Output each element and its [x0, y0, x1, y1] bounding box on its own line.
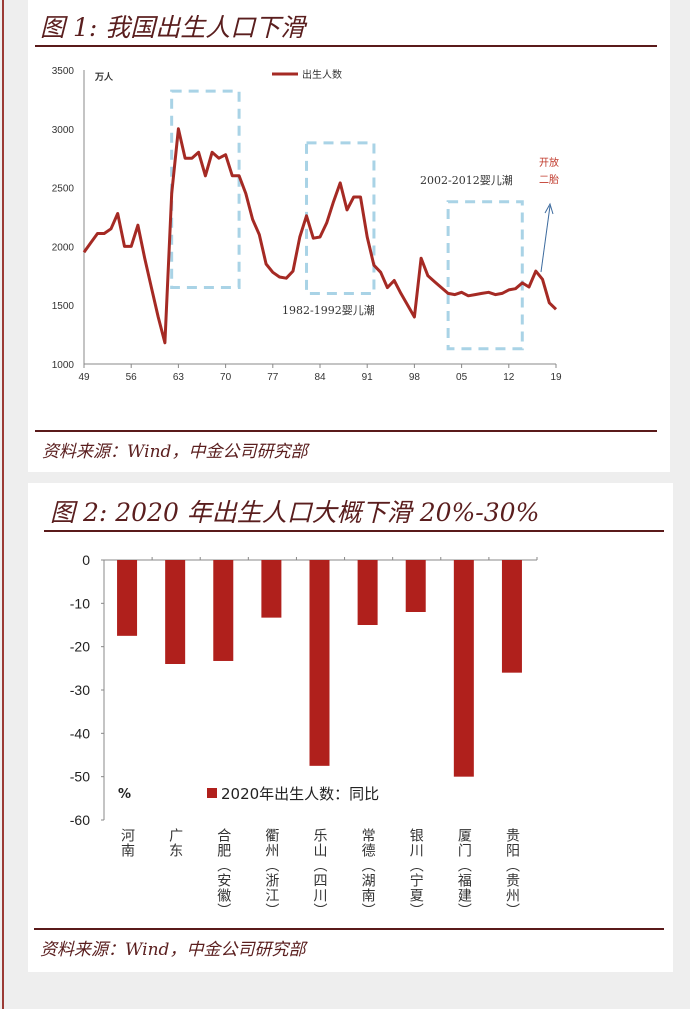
x-tick-label: 63	[173, 372, 185, 383]
bar-5	[309, 560, 330, 766]
baby-boom-box-1	[170, 89, 241, 290]
figure-1-source: 资料来源：Wind，中金公司研究部	[42, 442, 308, 462]
x-tick-label: 98	[409, 372, 421, 383]
bar-y-tick-label: -30	[70, 682, 90, 698]
category-label: 衢州（浙江）	[263, 828, 280, 918]
legend-label: 出生人数	[302, 68, 342, 81]
x-tick-label: 49	[78, 372, 90, 383]
annotation-two-child-2: 二胎	[539, 173, 559, 186]
category-label: 河南	[119, 828, 136, 858]
bar-y-tick-label: -60	[70, 812, 90, 828]
category-label: 银川（宁夏）	[407, 828, 424, 918]
figure-1-title-rule	[35, 45, 657, 47]
unit-percent-label: %	[118, 787, 131, 802]
bar-1	[117, 560, 138, 636]
bar-y-tick-label: -10	[70, 595, 90, 611]
bar-y-tick-label: 0	[82, 552, 90, 568]
category-label: 厦门（福建）	[455, 828, 472, 918]
y-tick-label: 1000	[52, 360, 75, 371]
bar-y-tick-label: -50	[70, 769, 90, 785]
annotation-boom-1982: 1982-1992婴儿潮	[282, 303, 375, 317]
x-tick-label: 56	[126, 372, 138, 383]
bar-4	[261, 560, 282, 618]
figure-2-title: 图 2: 2020 年出生人口大概下滑 20%-30%	[50, 498, 540, 527]
bar-legend-swatch	[207, 788, 217, 798]
figure-2-title-rule	[44, 530, 664, 532]
y-tick-label: 3500	[52, 66, 75, 77]
bar-7	[405, 560, 426, 612]
bar-6	[357, 560, 378, 625]
unit-label: 万人	[94, 71, 114, 83]
y-tick-label: 2500	[52, 184, 75, 195]
figure-2-source: 资料来源：Wind，中金公司研究部	[40, 940, 306, 960]
page-left-border	[2, 0, 4, 1009]
bar-9	[501, 560, 522, 673]
x-tick-label: 12	[503, 372, 515, 383]
bar-2	[165, 560, 186, 664]
bar-8	[453, 560, 474, 777]
figure-1-title: 图 1: 我国出生人口下滑	[40, 13, 306, 42]
bar-y-tick-label: -40	[70, 725, 90, 741]
y-tick-label: 1500	[52, 301, 75, 312]
category-label: 合肥（安徽）	[215, 828, 232, 918]
x-tick-label: 70	[220, 372, 232, 383]
category-label: 贵阳（贵州）	[503, 828, 520, 918]
figure-2-source-rule	[34, 928, 664, 930]
category-label: 广东	[167, 828, 184, 858]
baby-boom-box-3	[446, 200, 524, 351]
bar-y-tick-label: -20	[70, 639, 90, 655]
y-tick-label: 2000	[52, 242, 75, 253]
category-label: 常德（湖南）	[359, 828, 376, 918]
x-tick-label: 84	[314, 372, 326, 383]
figure-1-source-rule	[35, 430, 657, 432]
bar-legend-label: 2020年出生人数：同比	[221, 785, 379, 803]
x-tick-label: 19	[550, 372, 562, 383]
category-label: 乐山（四川）	[311, 828, 328, 918]
annotation-arrow	[540, 205, 551, 273]
bar-3	[213, 560, 234, 661]
x-tick-label: 77	[267, 372, 279, 383]
annotation-boom-2002: 2002-2012婴儿潮	[420, 173, 513, 187]
y-tick-label: 3000	[52, 125, 75, 136]
x-tick-label: 05	[456, 372, 468, 383]
arrow-head-icon	[544, 202, 554, 215]
x-tick-label: 91	[362, 372, 374, 383]
annotation-two-child-1: 开放	[539, 156, 559, 169]
